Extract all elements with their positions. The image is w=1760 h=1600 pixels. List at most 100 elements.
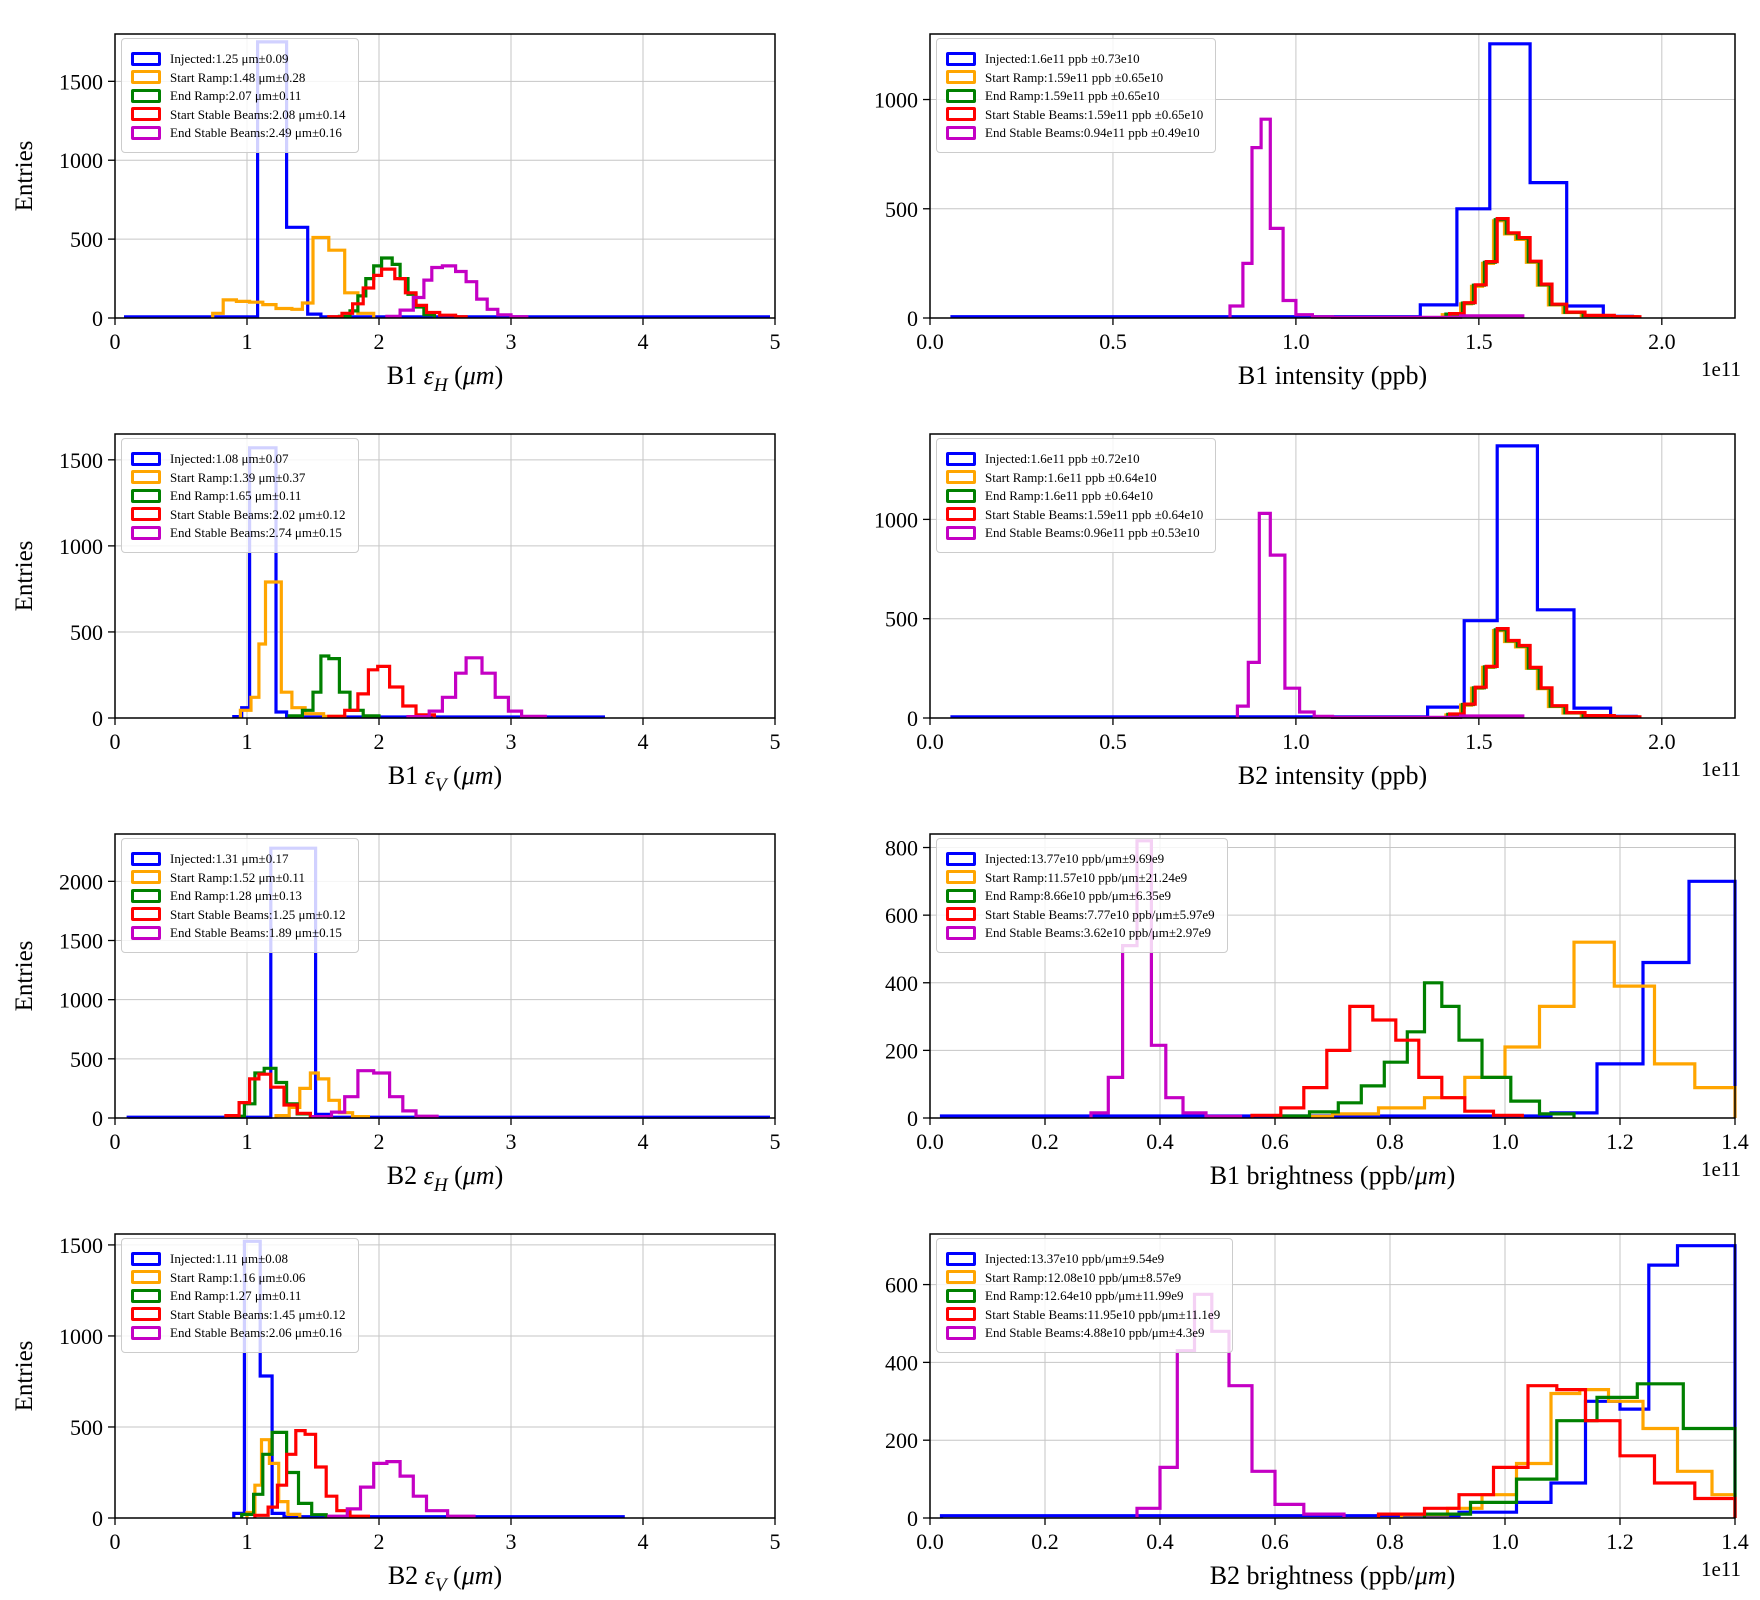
series-injected	[950, 444, 1638, 719]
legend-label: Start Ramp:1.6e11 ppb ±0.64e10	[985, 469, 1157, 485]
x-tick-label: 1.5	[1465, 729, 1493, 754]
series-start-ramp	[211, 235, 376, 318]
y-tick-label: 1000	[874, 88, 918, 113]
legend-swatch-start-stable-beams-icon	[946, 1307, 976, 1321]
legend: Injected:1.6e11 ppb ±0.72e10 Start Ramp:1…	[936, 438, 1217, 553]
legend-swatch-start-stable-beams-icon	[131, 107, 161, 121]
legend-label: End Ramp:1.28 μm±0.13	[170, 888, 302, 903]
x-tick-label: 0.0	[916, 729, 944, 754]
x-tick-label: 4	[638, 1529, 649, 1554]
legend-label: Start Ramp:1.39 μm±0.37	[170, 469, 306, 485]
legend-swatch-start-ramp-icon	[946, 70, 976, 84]
legend-label: End Ramp:1.27 μm±0.11	[170, 1288, 302, 1303]
y-tick-label: 600	[885, 903, 918, 928]
x-tick-label: 0.2	[1031, 1129, 1059, 1154]
legend-item-end-stable-beams: End Stable Beams:2.74 μm±0.15	[131, 525, 346, 540]
chart-b2-emittance-v: 0 1 2 3 4 5 0 500 1000 1500 B2 εV (μm) Entries Injec…	[0, 1200, 880, 1600]
x-tick-label: 0.0	[916, 329, 944, 354]
legend-item-injected: Injected:1.6e11 ppb ±0.72e10	[946, 451, 1203, 466]
legend-item-start-ramp: Start Ramp:1.59e11 ppb ±0.65e10	[946, 70, 1203, 84]
series-end-ramp	[240, 1430, 328, 1518]
y-tick-label: 0	[92, 306, 103, 331]
y-tick-label: 0	[92, 1106, 103, 1131]
legend-item-start-ramp: Start Ramp:1.39 μm±0.37	[131, 470, 346, 484]
legend-item-injected: Injected:13.77e10 ppb/μm±9.69e9	[946, 851, 1215, 866]
axes-border	[929, 433, 1736, 719]
series-start-stable-beams	[1448, 217, 1642, 319]
series-start-stable-beams	[1250, 1004, 1524, 1118]
x-tick-label: 1.0	[1491, 1529, 1519, 1554]
x-tick-label: 2.0	[1648, 729, 1676, 754]
x-tick-label: 1.0	[1282, 329, 1310, 354]
legend-item-end-ramp: End Ramp:2.07 μm±0.11	[131, 88, 346, 103]
series-start-stable-beams	[327, 267, 468, 319]
x-tick-label: 5	[770, 329, 781, 354]
series-group	[124, 40, 770, 319]
legend-swatch-end-ramp-icon	[131, 88, 161, 103]
y-tick-label: 2000	[59, 869, 103, 894]
legend-swatch-start-ramp-icon	[131, 870, 161, 884]
legend-label: End Ramp:12.64e10 ppb/μm±11.99e9	[985, 1288, 1184, 1303]
y-tick-label: 500	[885, 197, 918, 222]
x-axis-label: B2 intensity (ppb)	[1238, 761, 1427, 790]
y-tick-label: 400	[885, 1350, 918, 1375]
x-axis-label: B1 εV (μm)	[388, 761, 502, 796]
series-end-ramp	[287, 654, 381, 718]
legend-item-start-stable-beams: Start Stable Beams:7.77e10 ppb/μm±5.97e9	[946, 907, 1215, 921]
y-tick-label: 200	[885, 1038, 918, 1063]
series-injected	[939, 879, 1737, 1118]
x-tick-label: 1.2	[1606, 1129, 1634, 1154]
y-tick-label: 500	[70, 620, 103, 645]
x-tick-label: 1	[242, 729, 253, 754]
legend-item-end-stable-beams: End Stable Beams:4.88e10 ppb/μm±4.3e9	[946, 1325, 1220, 1340]
x-tick-label: 2	[374, 1529, 385, 1554]
legend-item-start-ramp: Start Ramp:11.57e10 ppb/μm±21.24e9	[946, 870, 1215, 884]
legend-label: Injected:1.31 μm±0.17	[170, 851, 289, 866]
x-tick-label: 1.2	[1606, 1529, 1634, 1554]
legend-swatch-start-ramp-icon	[131, 1270, 161, 1284]
axis-offset-text: 1e11	[1701, 1157, 1741, 1181]
legend-item-start-stable-beams: Start Stable Beams:1.25 μm±0.12	[131, 907, 346, 921]
legend-swatch-injected-icon	[946, 1251, 976, 1266]
series-injected	[126, 846, 770, 1119]
legend-item-end-ramp: End Ramp:1.65 μm±0.11	[131, 488, 346, 503]
x-tick-label: 2.0	[1648, 329, 1676, 354]
legend: Injected:13.37e10 ppb/μm±9.54e9 Start Ram…	[936, 1238, 1234, 1353]
legend-item-end-ramp: End Ramp:8.66e10 ppb/μm±6.35e9	[946, 888, 1215, 903]
legend-label: End Stable Beams:2.06 μm±0.16	[170, 1325, 342, 1340]
axes-border	[114, 1233, 776, 1519]
x-tick-label: 5	[770, 729, 781, 754]
legend-swatch-start-stable-beams-icon	[131, 907, 161, 921]
legend-swatch-start-ramp-icon	[946, 1270, 976, 1284]
x-tick-label: 0.4	[1146, 1129, 1174, 1154]
chart-b2-emittance-h: 0 1 2 3 4 5 0 500 1000 1500 2000 B2 εH (μm) Entries I…	[0, 800, 880, 1200]
y-tick-label: 1500	[59, 448, 103, 473]
legend-swatch-injected-icon	[131, 51, 161, 66]
legend-swatch-end-stable-beams-icon	[131, 925, 161, 940]
legend-item-start-stable-beams: Start Stable Beams:2.02 μm±0.12	[131, 507, 346, 521]
axes-border	[929, 833, 1736, 1119]
legend-item-end-ramp: End Ramp:1.28 μm±0.13	[131, 888, 346, 903]
legend-item-start-stable-beams: Start Stable Beams:1.59e11 ppb ±0.64e10	[946, 507, 1203, 521]
legend-swatch-start-ramp-icon	[131, 470, 161, 484]
legend-item-end-ramp: End Ramp:12.64e10 ppb/μm±11.99e9	[946, 1288, 1220, 1303]
x-tick-label: 0	[110, 1529, 121, 1554]
legend-item-start-ramp: Start Ramp:1.52 μm±0.11	[131, 870, 346, 884]
legend-item-end-stable-beams: End Stable Beams:2.49 μm±0.16	[131, 125, 346, 140]
x-tick-label: 1.5	[1465, 329, 1493, 354]
tick-labels: 0.0 0.2 0.4 0.6 0.8 1.0 1.2 1.4 0 200 400 600 800	[885, 836, 1749, 1154]
x-tick-label: 0.6	[1261, 1529, 1289, 1554]
legend-label: Injected:13.77e10 ppb/μm±9.69e9	[985, 851, 1165, 866]
legend-label: Start Stable Beams:7.77e10 ppb/μm±5.97e9	[985, 906, 1215, 922]
legend-item-end-stable-beams: End Stable Beams:0.96e11 ppb ±0.53e10	[946, 525, 1203, 540]
legend-swatch-injected-icon	[946, 451, 976, 466]
y-tick-label: 0	[92, 1506, 103, 1531]
legend-label: End Ramp:1.65 μm±0.11	[170, 488, 302, 503]
y-tick-label: 1000	[59, 988, 103, 1013]
legend: Injected:13.77e10 ppb/μm±9.69e9 Start Ram…	[936, 838, 1228, 953]
legend-swatch-injected-icon	[946, 51, 976, 66]
legend-item-end-stable-beams: End Stable Beams:0.94e11 ppb ±0.49e10	[946, 125, 1203, 140]
x-tick-label: 1.4	[1721, 1529, 1749, 1554]
legend-label: End Stable Beams:4.88e10 ppb/μm±4.3e9	[985, 1325, 1205, 1340]
legend-label: Injected:1.08 μm±0.07	[170, 451, 289, 466]
